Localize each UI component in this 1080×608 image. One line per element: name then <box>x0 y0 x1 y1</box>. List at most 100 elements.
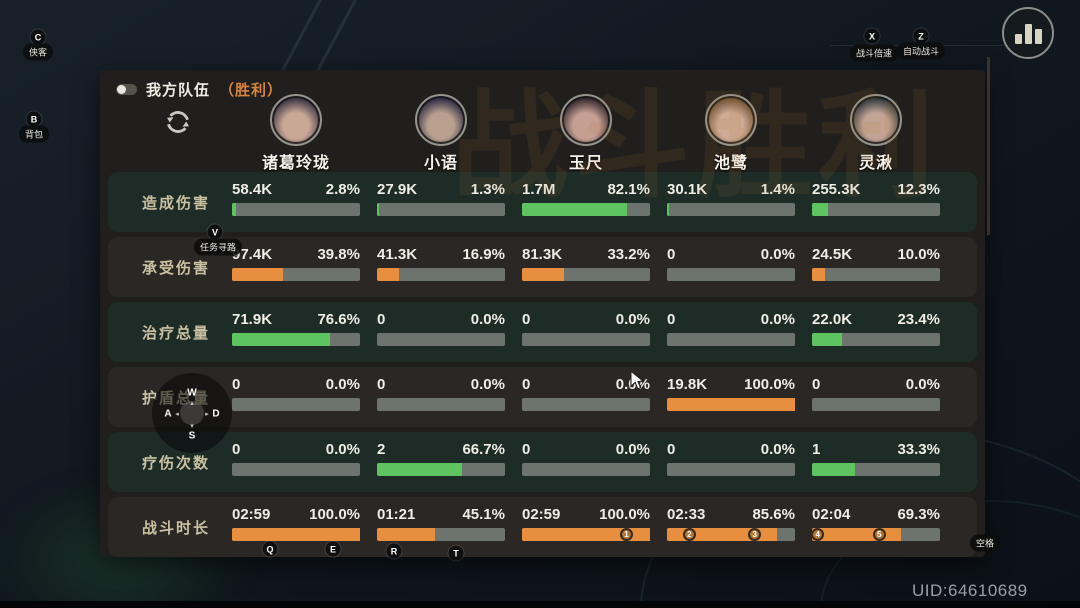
toggle-knob <box>117 85 126 94</box>
stat-bar-fill <box>232 333 331 346</box>
character-avatar[interactable] <box>705 94 757 146</box>
character-avatar[interactable] <box>560 94 612 146</box>
stat-value: 58.4K <box>232 181 273 198</box>
battle-stats-button[interactable] <box>1002 7 1054 59</box>
stat-bar-track <box>812 333 940 346</box>
stat-cell: 1 33.3% <box>812 432 940 492</box>
stat-cell: 0 0.0% <box>667 237 795 297</box>
timeline-marker-badge: 2 <box>682 528 696 541</box>
stat-row: 承受伤害 97.4K 39.8% 41.3K 16.9% 81.3K 33.2% 0 0.0% 2… <box>108 237 977 297</box>
character-column: 池鹭 <box>667 94 795 173</box>
stat-bar-fill <box>377 463 463 476</box>
stat-bar-fill <box>232 528 360 541</box>
hotkey-r: R <box>386 543 402 559</box>
stat-row: 治疗总量 71.9K 76.6% 0 0.0% 0 0.0% 0 0.0% 22.0K 23.4% <box>108 302 977 362</box>
stat-percent: 100.0% <box>599 506 650 523</box>
stat-bar-fill <box>667 398 795 411</box>
stat-value: 22.0K <box>812 311 853 328</box>
stat-bar-track: 1 <box>522 528 650 541</box>
wasd-pad-hub <box>180 401 204 425</box>
stat-cell: 71.9K 76.6% <box>232 302 360 362</box>
stat-bar-track <box>232 333 360 346</box>
hotkey-q: Q <box>262 541 278 557</box>
stat-bar-track <box>377 333 505 346</box>
battle-result-label: （胜利） <box>219 82 284 99</box>
stat-row-label: 承受伤害 <box>141 259 210 277</box>
stat-percent: 33.2% <box>607 246 650 263</box>
stat-percent: 0.0% <box>905 376 940 393</box>
stat-value: 0 <box>667 311 676 328</box>
stat-bar-track <box>522 398 650 411</box>
stat-row: 战斗时长 02:59 100.0% 01:21 45.1% 02:59 100.0% 1 02:… <box>108 497 977 557</box>
stat-cell: 255.3K 12.3% <box>812 172 940 232</box>
hotkey-c: C <box>30 29 46 45</box>
stat-bar-track <box>667 268 795 281</box>
timeline-marker-badge: 3 <box>748 528 762 541</box>
refresh-button[interactable] <box>163 107 193 137</box>
hotkey-e: E <box>325 541 341 557</box>
character-avatar[interactable] <box>270 94 322 146</box>
character-name: 玉尺 <box>568 155 603 172</box>
stat-percent: 85.6% <box>752 506 795 523</box>
stat-value: 30.1K <box>667 181 708 198</box>
stat-bar-track <box>232 398 360 411</box>
stat-value: 0 <box>377 376 386 393</box>
hotkey-z-label: 自动战斗 <box>896 42 946 60</box>
character-avatar[interactable] <box>850 94 902 146</box>
hotkey-v: V <box>207 224 223 240</box>
stat-bar-track <box>812 203 940 216</box>
stat-cell: 02:04 69.3% 4 5 <box>811 497 940 557</box>
stat-cell: 0 0.0% <box>232 367 360 427</box>
wasd-up-key: W <box>187 387 197 399</box>
stat-percent: 39.8% <box>317 246 360 263</box>
stat-value: 02:59 <box>232 506 271 523</box>
stat-cell: 0 0.0% <box>812 367 940 427</box>
stat-bar-track <box>377 528 505 541</box>
team-label: 我方队伍 <box>146 82 211 99</box>
stat-percent: 66.7% <box>462 441 505 458</box>
stat-cell: 0 0.0% <box>667 302 795 362</box>
stat-percent: 23.4% <box>897 311 940 328</box>
stat-cell: 02:59 100.0% 1 <box>522 497 650 557</box>
stat-percent: 10.0% <box>897 246 940 263</box>
bar-chart-icon <box>1014 34 1022 44</box>
stat-value: 0 <box>522 441 531 458</box>
stat-bar-track <box>522 203 650 216</box>
stat-bar-fill <box>522 268 565 281</box>
stat-value: 02:04 <box>812 506 851 523</box>
hotkey-v-label: 任务寻路 <box>193 238 243 256</box>
stat-bar-fill <box>812 268 825 281</box>
stat-bar-track <box>377 398 505 411</box>
bottom-letterbox <box>0 601 1080 608</box>
stat-percent: 0.0% <box>615 441 650 458</box>
stat-cell: 81.3K 33.2% <box>522 237 650 297</box>
hotkey-b: B <box>26 111 42 127</box>
stat-percent: 0.0% <box>760 441 795 458</box>
stat-bar-track <box>667 203 795 216</box>
stat-bar-track <box>522 268 650 281</box>
stat-bar-track <box>377 268 505 281</box>
wasd-right-arrow: ▸ <box>205 411 209 418</box>
stat-row-label: 疗伤次数 <box>141 454 210 472</box>
stat-bar-track <box>522 463 650 476</box>
stat-value: 24.5K <box>812 246 853 263</box>
stat-bar-track <box>667 463 795 476</box>
stat-bar-track <box>522 333 650 346</box>
stat-percent: 0.0% <box>470 376 505 393</box>
stat-value: 1.7M <box>522 181 556 198</box>
stat-bar-fill <box>812 203 828 216</box>
wasd-down-key: S <box>188 430 196 442</box>
stat-percent: 16.9% <box>462 246 505 263</box>
stat-value: 01:21 <box>377 506 416 523</box>
stat-bar-track <box>377 203 505 216</box>
stat-percent: 12.3% <box>897 181 940 198</box>
character-column: 诸葛玲珑 <box>232 94 360 173</box>
wasd-down-arrow: ▾ <box>190 423 194 430</box>
character-name: 诸葛玲珑 <box>261 155 330 172</box>
team-toggle-switch[interactable] <box>116 84 137 95</box>
stat-value: 255.3K <box>812 181 861 198</box>
stat-bar-track <box>667 398 795 411</box>
character-avatar[interactable] <box>415 94 467 146</box>
mouse-cursor <box>630 369 646 396</box>
